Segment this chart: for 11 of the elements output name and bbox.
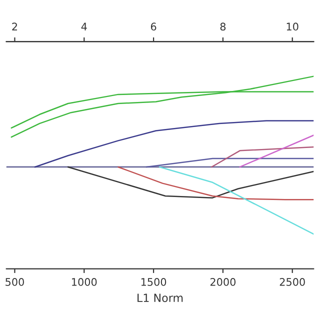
x-tick-label: 500: [6, 278, 24, 286]
x2-tick-label: 8: [220, 22, 226, 31]
x-tick-label: 1000: [72, 278, 97, 286]
x2-tick-label: 10: [286, 22, 298, 31]
x2-tick-label: 4: [81, 22, 87, 30]
x2-tick-label: 2: [12, 22, 17, 30]
x-axis-title: L1 Norm: [138, 294, 183, 302]
x-tick-label: 1500: [141, 278, 166, 286]
x-tick-label: 2000: [210, 278, 236, 286]
x-tick-label: 2500: [280, 278, 305, 286]
x2-tick-label: 6: [150, 22, 156, 31]
